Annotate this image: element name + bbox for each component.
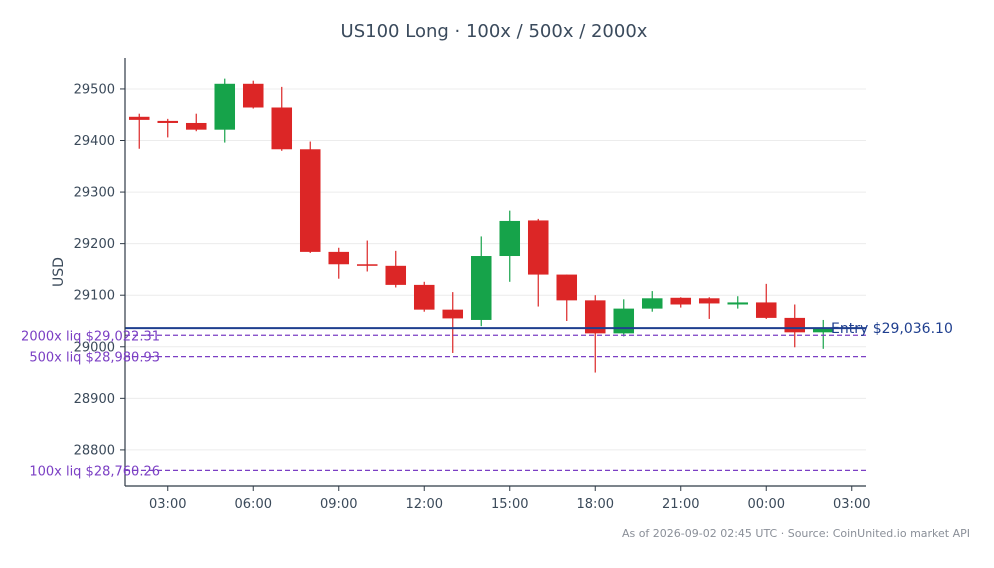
grid-layer: [125, 88, 866, 451]
x-tick-label: 18:00: [577, 497, 614, 512]
candle-body-up: [613, 308, 635, 334]
candle-body-down: [356, 264, 378, 266]
candle-body-up: [812, 328, 834, 333]
candle-body-down: [698, 298, 720, 304]
y-axis-label: USD: [51, 257, 67, 287]
x-tick-label: 21:00: [662, 497, 699, 512]
candle-body-down: [556, 274, 578, 301]
candle-body-down: [157, 120, 179, 123]
candle-body-down: [442, 309, 464, 319]
candle-body-down: [128, 116, 150, 120]
candle-body-up: [470, 256, 492, 320]
reference-lines-layer: [125, 327, 866, 472]
candle-body-up: [641, 298, 663, 309]
candle-body-down: [413, 284, 435, 310]
y-tick-label: 29400: [74, 134, 115, 149]
y-tick-label: 29500: [74, 82, 115, 97]
label-layer: 2000x liq $29,022.31 500x liq $28,980.93 1…: [21, 321, 953, 479]
candle-layer: [128, 78, 834, 373]
candle-body-down: [328, 251, 350, 265]
candle-body-up: [214, 83, 236, 130]
x-tick-label: 12:00: [406, 497, 443, 512]
candle-body-down: [385, 265, 407, 285]
candle-body-up: [499, 220, 521, 257]
chart-title: US100 Long · 100x / 500x / 2000x: [341, 21, 648, 42]
candle-body-down: [584, 300, 606, 334]
candle-body-down: [755, 302, 777, 318]
x-tick-label: 03:00: [833, 497, 870, 512]
footer-source: As of 2026-09-02 02:45 UTC · Source: Coi…: [622, 527, 970, 540]
x-tick-label: 00:00: [748, 497, 785, 512]
liquidation-label: 100x liq $28,760.26: [29, 464, 160, 479]
y-tick-label: 28800: [74, 443, 115, 458]
y-tick-label: 29100: [74, 289, 115, 304]
candle-body-up: [727, 302, 749, 305]
y-tick-label: 29300: [74, 186, 115, 201]
candle-body-down: [527, 220, 549, 275]
x-tick-label: 03:00: [149, 497, 186, 512]
candle-body-down: [185, 122, 207, 130]
axis-layer: 28800 28900 29000 29100 29200 29300 29400 29500…: [74, 58, 870, 512]
x-tick-label: 06:00: [235, 497, 272, 512]
liquidation-label: 2000x liq $29,022.31: [21, 329, 160, 344]
x-tick-label: 09:00: [320, 497, 357, 512]
candle-body-down: [299, 149, 321, 252]
candle-body-down: [242, 83, 264, 108]
entry-label: Entry $29,036.10: [831, 321, 953, 337]
candle-body-down: [271, 107, 293, 150]
y-tick-label: 29000: [74, 340, 115, 355]
y-tick-label: 29200: [74, 237, 115, 252]
y-tick-label: 28900: [74, 392, 115, 407]
liquidation-label: 500x liq $28,980.93: [29, 351, 160, 366]
candle-body-down: [784, 317, 806, 333]
candle-body-down: [670, 297, 692, 305]
x-tick-label: 15:00: [491, 497, 528, 512]
